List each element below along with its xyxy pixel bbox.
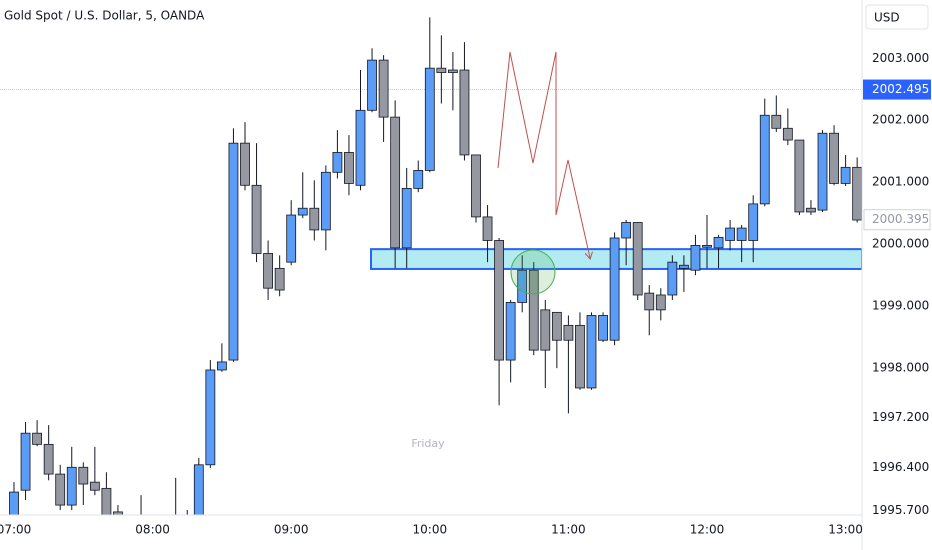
candle-body xyxy=(598,315,608,341)
chart-title: Gold Spot / U.S. Dollar, 5, OANDA xyxy=(4,9,205,23)
candle-body xyxy=(43,443,54,475)
price-label-box xyxy=(863,79,931,100)
y-tick-label: 1995.700 xyxy=(872,503,929,517)
currency-box[interactable] xyxy=(865,4,929,30)
candle-body xyxy=(852,166,862,221)
candle-body xyxy=(436,67,447,73)
candle-body xyxy=(632,222,643,296)
candle-body xyxy=(563,324,574,341)
y-tick-label: 2001.000 xyxy=(872,175,929,189)
candle-body xyxy=(297,207,308,216)
candle-body xyxy=(274,267,285,291)
candle-body xyxy=(101,487,112,515)
candle-body xyxy=(771,114,782,129)
day-label: Friday xyxy=(411,437,445,450)
candle-body xyxy=(702,245,712,248)
candle-body xyxy=(424,67,435,171)
candle-body xyxy=(667,261,678,296)
y-tick-label: 1999.000 xyxy=(872,299,929,313)
candle-body xyxy=(332,152,343,173)
candle-body xyxy=(390,116,401,249)
candle-body xyxy=(586,315,597,389)
x-tick-label: 09:00 xyxy=(274,523,309,537)
candle-body xyxy=(655,294,666,311)
candle-body xyxy=(748,203,759,241)
x-tick-label: 08:00 xyxy=(135,523,170,537)
x-tick-label: 10:00 xyxy=(413,523,448,537)
candle-body xyxy=(494,240,505,361)
candle-body xyxy=(263,253,274,289)
y-tick-label: 1998.000 xyxy=(872,361,929,375)
candle-body xyxy=(759,114,770,205)
candle-body xyxy=(216,361,227,371)
candle-body xyxy=(355,109,366,186)
candle-body xyxy=(551,311,562,341)
candle-body xyxy=(240,142,250,186)
y-tick-label: 1996.400 xyxy=(872,460,929,474)
y-tick-label: 1997.200 xyxy=(872,410,929,424)
y-tick-label: 2002.000 xyxy=(872,113,929,127)
price-label: 2000.395 xyxy=(872,212,929,226)
candle-body xyxy=(471,154,481,218)
candle-body xyxy=(690,245,701,271)
candle-body xyxy=(89,481,100,491)
candle-body xyxy=(713,236,724,249)
candle-body xyxy=(32,432,42,445)
candle-body xyxy=(378,59,389,118)
candle-body xyxy=(193,464,204,515)
candle-body xyxy=(725,227,735,241)
candle-body xyxy=(644,292,655,311)
highlight-circle xyxy=(510,249,556,295)
x-tick-label: 12:00 xyxy=(690,523,725,537)
candle-body xyxy=(794,139,805,213)
x-tick-label: 13:00 xyxy=(828,523,863,537)
candle-body xyxy=(9,491,19,515)
candle-body xyxy=(344,152,354,184)
candle-body xyxy=(251,184,262,254)
y-tick-label: 2000.000 xyxy=(872,237,929,251)
candle-body xyxy=(528,269,539,351)
candle-body xyxy=(55,473,66,506)
candle-body xyxy=(517,269,528,303)
candle-body xyxy=(817,132,828,211)
x-tick-label: 07:00 xyxy=(0,523,31,537)
candle-body xyxy=(20,432,31,491)
plot-area xyxy=(0,17,862,515)
candle-body xyxy=(679,264,689,269)
candle-body xyxy=(401,187,412,249)
candle-body xyxy=(286,214,297,263)
candle-body xyxy=(540,309,551,351)
candle-body xyxy=(205,369,216,466)
candle-body xyxy=(736,227,747,241)
candle-body xyxy=(113,511,123,515)
zigzag-drawing xyxy=(497,51,590,258)
candle-body xyxy=(66,466,77,506)
candle-body xyxy=(367,59,377,111)
candle-body xyxy=(505,302,516,361)
currency-label[interactable]: USD xyxy=(874,11,900,25)
candle-body xyxy=(459,69,470,156)
candle-body xyxy=(320,171,331,231)
candle-body xyxy=(482,216,493,241)
candle-body xyxy=(575,324,585,389)
candle-body xyxy=(413,170,424,189)
candle-body xyxy=(782,127,793,141)
y-tick-label: 2003.000 xyxy=(872,51,929,65)
candle-body xyxy=(840,166,851,184)
x-tick-label: 11:00 xyxy=(551,523,586,537)
candle-body xyxy=(78,466,89,485)
price-label: 2002.495 xyxy=(872,82,929,96)
candle-body xyxy=(621,222,632,239)
candle-body xyxy=(309,207,320,231)
candle-body xyxy=(829,132,839,184)
candle-body xyxy=(609,237,620,341)
candle-body xyxy=(447,69,458,73)
candle-body xyxy=(806,207,816,213)
candle-body xyxy=(228,142,239,361)
price-label-box xyxy=(863,209,931,231)
